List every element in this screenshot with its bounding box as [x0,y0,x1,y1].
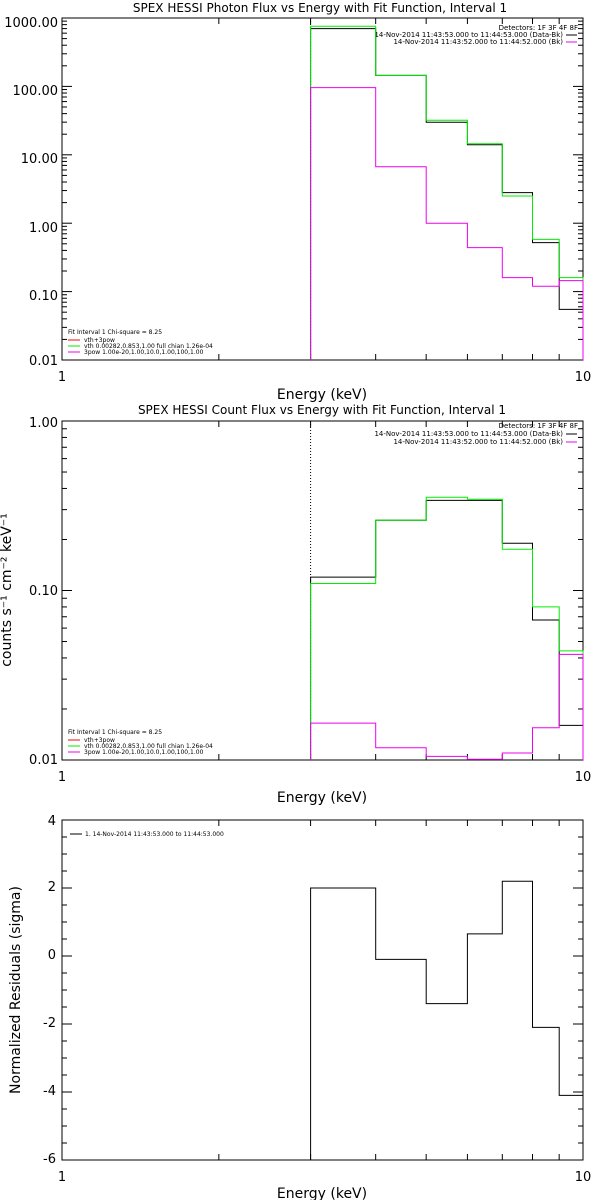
count-legend-total: vth+3pow [84,737,115,744]
count-plot-frame [61,420,584,761]
photon-legend-3pow: 3pow 1.00e-20,1.00,10.0,1.00,100,1.00 [84,349,204,356]
photon-step-series [310,87,584,360]
count-legend-vth: vth 0.00282,0.853,1.00 full chian 1.26e-… [84,743,213,750]
count-xtick-label: 1 [58,770,66,785]
residual-ytick-label: -6 [43,1152,56,1167]
count-step-series [310,499,584,760]
residual-legend-text: 1. 14-Nov-2014 11:43:53.000 to 11:44:53.… [85,831,224,838]
residual-axis-ticks [62,819,583,1161]
photon-legend-fit: Fit Interval 1 Chi-square = 8.25 [68,329,162,336]
photon-panel: SPEX HESSI Photon Flux vs Energy with Fi… [4,1,591,403]
photon-x-axis-label: Energy (keV) [277,387,367,403]
photon-legend-total: vth+3pow [84,337,115,344]
photon-ytick-label: 0.10 [29,289,58,304]
residual-ytick-label: 4 [48,814,56,829]
photon-title: SPEX HESSI Photon Flux vs Energy with Fi… [133,1,507,15]
count-detectors-text: Detectors: 1F 3F 4F 8F [499,422,578,430]
count-ytick-label: 0.01 [29,753,58,768]
count-xtick-label: 10 [575,770,592,785]
photon-detectors-text: Detectors: 1F 3F 4F 8F [499,24,578,32]
photon-ytick-label: 1000.00 [4,16,58,31]
count-step-series [310,496,584,760]
residual-plot-frame [61,819,584,1161]
count-axis-ticks [62,420,583,761]
count-data-interval-text: 14-Nov-2014 11:43:53.000 to 11:44:53.000… [374,430,563,438]
residual-xtick-label: 10 [575,1170,592,1185]
count-bk-interval-text: 14-Nov-2014 11:43:52.000 to 11:44:52.000… [393,438,563,446]
photon-step-series [310,25,584,360]
count-legend-fit: Fit Interval 1 Chi-square = 8.25 [68,729,162,736]
photon-data-interval-text: 14-Nov-2014 11:43:53.000 to 11:44:53.000… [374,31,563,39]
residual-ytick-label: 2 [48,880,56,895]
photon-ytick-label: 10.00 [21,152,58,167]
photon-ytick-label: 1.00 [29,221,58,236]
photon-bk-interval-text: 14-Nov-2014 11:43:52.000 to 11:44:52.000… [393,38,563,46]
photon-legend-vth: vth 0.00282,0.853,1.00 full chian 1.26e-… [84,343,213,350]
residual-x-axis-label: Energy (keV) [277,1186,367,1200]
count-step-series [310,653,584,760]
count-y-axis-label: counts s⁻¹ cm⁻² keV⁻¹ [0,513,15,667]
photon-axis-ticks [62,17,583,361]
photon-ytick-label: 100.00 [13,84,59,99]
residual-xtick-label: 1 [58,1170,66,1185]
count-series-group [310,421,584,760]
residual-series-group [310,880,584,1160]
photon-series-group [310,18,584,360]
residual-panel: 4 2 0 -2 -4 -6 1 10 Energy (keV) Normali… [8,814,591,1200]
photon-plot-frame [61,17,584,361]
residual-y-axis-label: Normalized Residuals (sigma) [8,886,24,1094]
count-ytick-label: 1.00 [29,416,58,431]
count-ytick-label: 0.10 [29,584,58,599]
residual-ytick-label: -4 [43,1084,56,1099]
photon-ytick-label: 0.01 [29,354,58,369]
photon-step-series [310,28,584,360]
residual-step-series [310,880,584,1160]
residual-ytick-label: 0 [48,948,56,963]
count-panel: SPEX HESSI Count Flux vs Energy with Fit… [0,403,591,806]
count-x-axis-label: Energy (keV) [277,790,367,806]
count-title: SPEX HESSI Count Flux vs Energy with Fit… [138,403,506,417]
residual-ytick-label: -2 [43,1016,56,1031]
photon-xtick-label: 1 [58,370,66,385]
count-legend-3pow: 3pow 1.00e-20,1.00,10.0,1.00,100,1.00 [84,749,204,756]
photon-xtick-label: 10 [575,370,592,385]
